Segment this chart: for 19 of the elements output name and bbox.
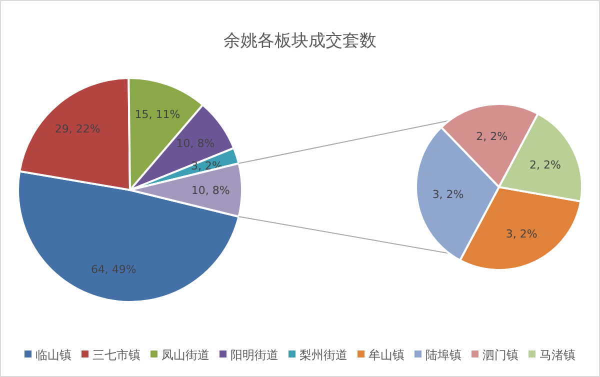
legend-label: 阳明街道 — [230, 348, 278, 362]
data-label: 3, 2% — [432, 188, 464, 202]
legend-label: 牟山镇 — [368, 348, 404, 362]
legend-label: 泗门镇 — [482, 348, 518, 362]
data-label: 2, 2% — [530, 158, 561, 172]
legend-label: 梨州街道 — [300, 348, 348, 362]
data-label: 2, 2% — [476, 130, 508, 144]
chart-title: 余姚各板块成交套数 — [224, 31, 376, 51]
legend-label: 陆埠镇 — [426, 348, 462, 362]
data-label: 10, 8% — [191, 184, 230, 197]
legend-label: 凤山街道 — [162, 348, 210, 362]
legend-label: 临山镇 — [36, 348, 72, 362]
data-label: 10, 8% — [176, 136, 215, 150]
legend-label: 马渚镇 — [540, 348, 576, 362]
legend-label: 三七市镇 — [92, 348, 140, 362]
data-label: 3, 2% — [506, 227, 538, 240]
data-label: 64, 49% — [90, 262, 136, 276]
data-label: 29, 22% — [54, 122, 100, 136]
data-label: 15, 11% — [134, 108, 180, 122]
